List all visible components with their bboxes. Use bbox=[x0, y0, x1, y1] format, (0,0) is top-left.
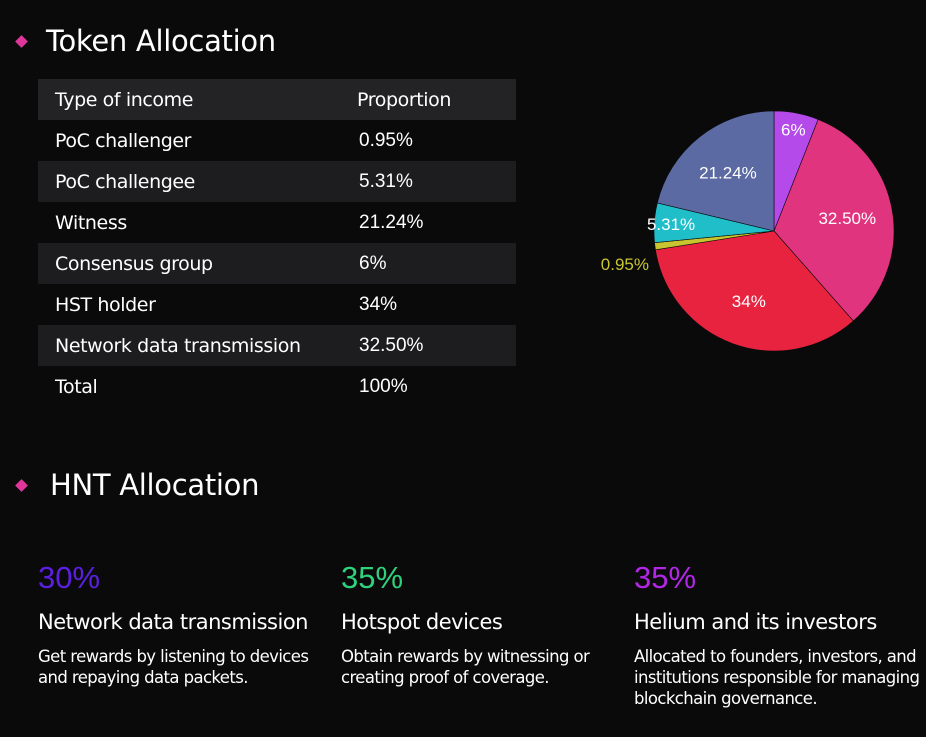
hnt-percent: 35% bbox=[634, 560, 697, 595]
section-heading: Token Allocation bbox=[46, 24, 276, 58]
hnt-description: Allocated to founders, investors, and in… bbox=[634, 647, 920, 708]
row-proportion: 34% bbox=[359, 293, 398, 315]
diamond-bullet-icon bbox=[15, 34, 28, 48]
row-type: Total bbox=[55, 375, 98, 398]
row-type: PoC challengee bbox=[38, 161, 341, 202]
pie-slice bbox=[773, 119, 895, 322]
hnt-description: Get rewards by listening to devices and … bbox=[38, 647, 309, 687]
row-proportion: 5.31% bbox=[341, 161, 516, 202]
hnt-percent: 30% bbox=[38, 560, 101, 595]
row-proportion: 100% bbox=[359, 375, 408, 397]
row-type: Witness bbox=[55, 211, 127, 234]
hnt-heading: Hotspot devices bbox=[341, 610, 503, 634]
header-proportion: Proportion bbox=[341, 79, 516, 120]
header-type: Type of income bbox=[38, 79, 341, 120]
token-allocation-table: Type of income Proportion PoC challenger… bbox=[38, 79, 516, 407]
table-row: Witness 21.24% bbox=[38, 202, 516, 243]
row-proportion: 21.24% bbox=[359, 211, 424, 233]
pie-slice-label: 6% bbox=[781, 121, 806, 140]
token-pie-chart: 6% 32.50% 34% 0.95% 5.31% 21.24% bbox=[601, 110, 895, 352]
hnt-allocation-title: HNT Allocation bbox=[15, 468, 260, 502]
token-allocation-title: Token Allocation bbox=[15, 24, 276, 58]
hnt-heading: Network data transmission bbox=[38, 610, 309, 634]
row-proportion: 32.50% bbox=[341, 325, 516, 366]
table-row: HST holder 34% bbox=[38, 284, 516, 325]
row-type: HST holder bbox=[55, 293, 156, 316]
hnt-percent: 35% bbox=[341, 560, 404, 595]
table-header-row: Type of income Proportion bbox=[38, 79, 516, 120]
hnt-description: Obtain rewards by witnessing or creating… bbox=[341, 647, 590, 687]
row-proportion: 0.95% bbox=[359, 129, 413, 151]
table-row: Consensus group 6% bbox=[38, 243, 516, 284]
row-type: Network data transmission bbox=[38, 325, 341, 366]
table-row: PoC challenger 0.95% bbox=[38, 120, 516, 161]
pie-slice bbox=[656, 110, 775, 232]
row-type: PoC challenger bbox=[55, 129, 192, 152]
row-type: Consensus group bbox=[38, 243, 341, 284]
pie-slice-label: 0.95% bbox=[601, 255, 649, 274]
hnt-column: 35% Helium and its investors Allocated t… bbox=[634, 560, 924, 709]
table-row-total: Total 100% bbox=[38, 366, 516, 407]
pie-slice bbox=[655, 230, 854, 352]
row-proportion: 6% bbox=[341, 243, 516, 284]
diamond-bullet-icon bbox=[15, 478, 28, 492]
pie-slice-label: 32.50% bbox=[818, 209, 876, 228]
pie-slice-label: 34% bbox=[732, 292, 766, 311]
table-row: Network data transmission 32.50% bbox=[38, 325, 516, 366]
pie-slice-label: 21.24% bbox=[699, 164, 757, 183]
hnt-column: 30% Network data transmission Get reward… bbox=[38, 560, 318, 688]
table-row: PoC challengee 5.31% bbox=[38, 161, 516, 202]
hnt-heading: Helium and its investors bbox=[634, 610, 877, 634]
hnt-column: 35% Hotspot devices Obtain rewards by wi… bbox=[341, 560, 621, 688]
pie-slice-label: 5.31% bbox=[647, 215, 695, 234]
section-heading: HNT Allocation bbox=[50, 468, 260, 502]
